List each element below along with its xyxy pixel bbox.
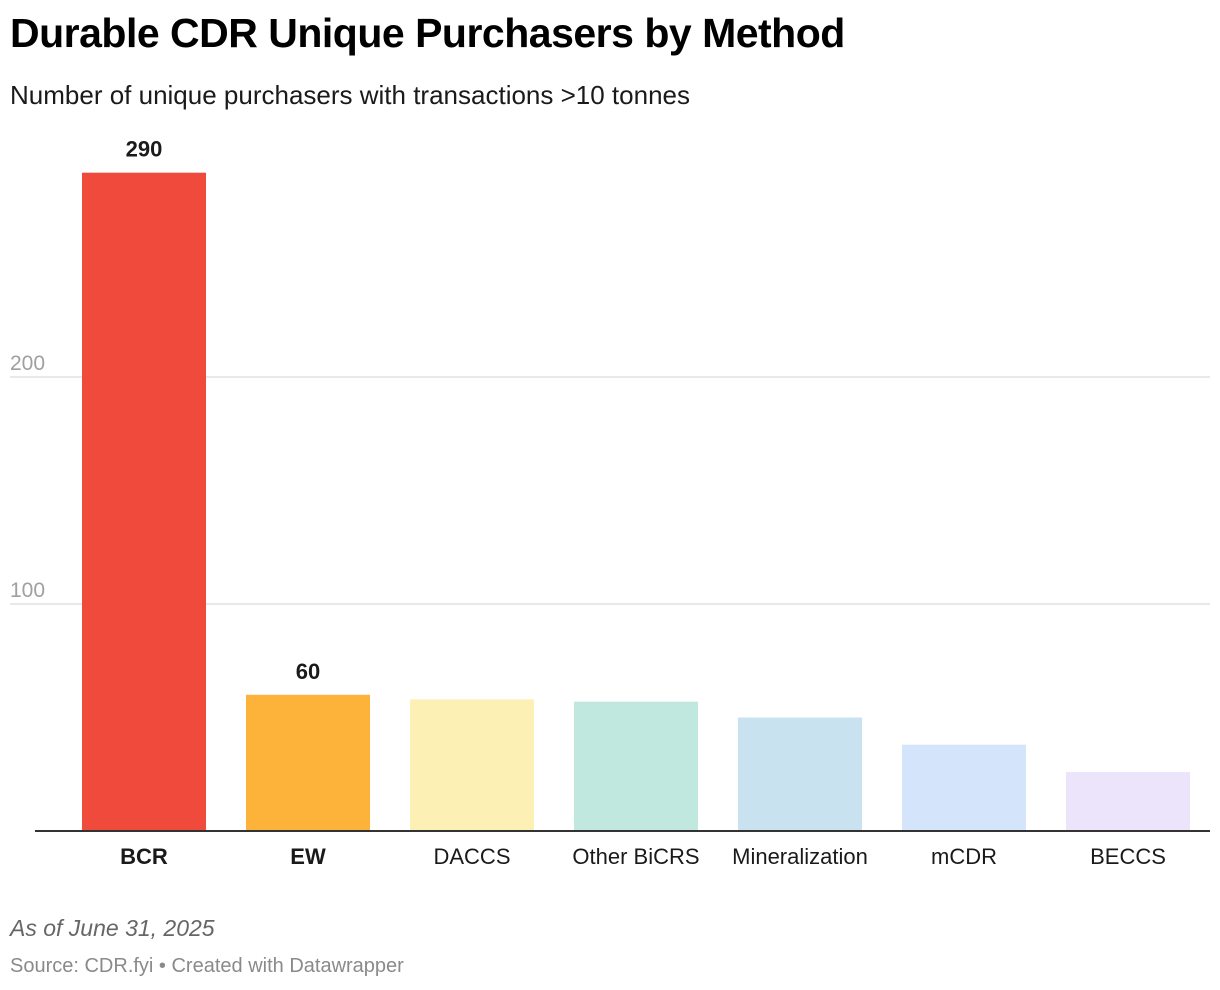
bar-mineralization[interactable] bbox=[738, 717, 862, 832]
chart-title: Durable CDR Unique Purchasers by Method bbox=[10, 10, 845, 56]
y-tick-label-200: 200 bbox=[10, 352, 45, 375]
data-label-bcr: 290 bbox=[126, 137, 163, 162]
x-tick-label-ew: EW bbox=[290, 844, 326, 869]
footnote: As of June 31, 2025 bbox=[10, 915, 215, 941]
bar-ew[interactable] bbox=[246, 694, 370, 831]
x-tick-label-bcr: BCR bbox=[120, 844, 168, 869]
chart-subtitle: Number of unique purchasers with transac… bbox=[10, 80, 690, 110]
x-tick-label-daccs: DACCS bbox=[433, 844, 510, 869]
bar-bcr[interactable] bbox=[82, 172, 206, 831]
bar-other-bicrs[interactable] bbox=[574, 701, 698, 831]
x-tick-label-other-bicrs: Other BiCRS bbox=[572, 844, 699, 869]
bar-mcdr[interactable] bbox=[902, 744, 1026, 831]
y-tick-label-100: 100 bbox=[10, 579, 45, 602]
bar-beccs[interactable] bbox=[1066, 771, 1190, 831]
x-tick-label-beccs: BECCS bbox=[1090, 844, 1166, 869]
x-tick-label-mcdr: mCDR bbox=[931, 844, 997, 869]
source-credit: Source: CDR.fyi • Created with Datawrapp… bbox=[10, 955, 404, 977]
bar-daccs[interactable] bbox=[410, 699, 534, 831]
data-label-ew: 60 bbox=[296, 659, 320, 684]
x-tick-label-mineralization: Mineralization bbox=[732, 844, 868, 869]
